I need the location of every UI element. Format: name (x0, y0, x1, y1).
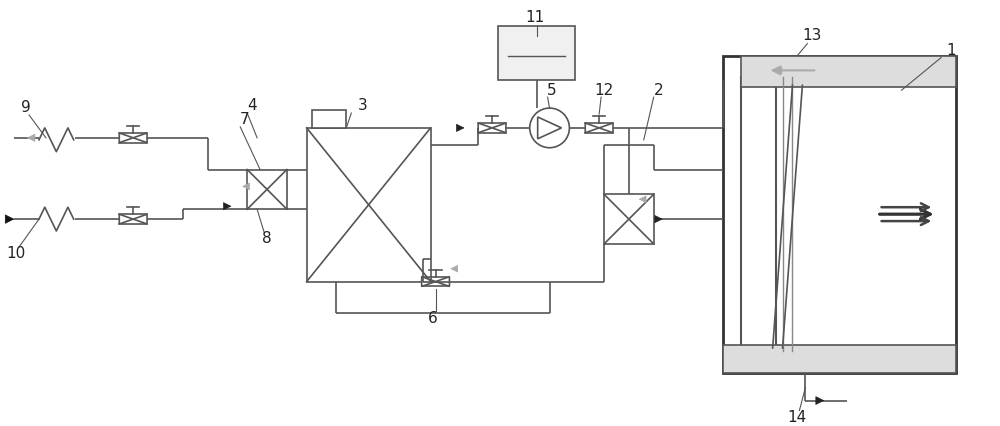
Polygon shape (585, 123, 599, 133)
Polygon shape (492, 123, 506, 133)
Bar (723, 55, 956, 373)
Polygon shape (538, 117, 561, 139)
Bar (307, 128, 431, 282)
Polygon shape (133, 214, 147, 224)
Polygon shape (599, 123, 613, 133)
Bar (723, 345, 956, 373)
Polygon shape (478, 123, 492, 133)
Text: 3: 3 (358, 98, 368, 112)
Text: 8: 8 (262, 231, 272, 246)
Text: 6: 6 (428, 311, 437, 326)
Polygon shape (422, 277, 436, 286)
Text: 5: 5 (547, 83, 556, 98)
Bar (741, 78, 776, 351)
Polygon shape (436, 277, 449, 286)
Bar (312, 110, 346, 128)
Text: 7: 7 (239, 112, 249, 127)
Text: 13: 13 (803, 28, 822, 43)
Text: 4: 4 (247, 98, 257, 112)
Text: 2: 2 (654, 83, 663, 98)
Text: 1: 1 (946, 43, 956, 58)
Polygon shape (119, 214, 133, 224)
Text: 14: 14 (788, 410, 807, 425)
Bar (498, 26, 575, 81)
Text: 12: 12 (594, 83, 614, 98)
Bar (741, 55, 956, 87)
Text: 11: 11 (525, 10, 544, 25)
Bar (604, 194, 654, 244)
Polygon shape (133, 133, 147, 143)
Text: 9: 9 (21, 100, 31, 115)
Text: 10: 10 (7, 246, 26, 261)
Polygon shape (119, 133, 133, 143)
Bar (247, 170, 287, 209)
